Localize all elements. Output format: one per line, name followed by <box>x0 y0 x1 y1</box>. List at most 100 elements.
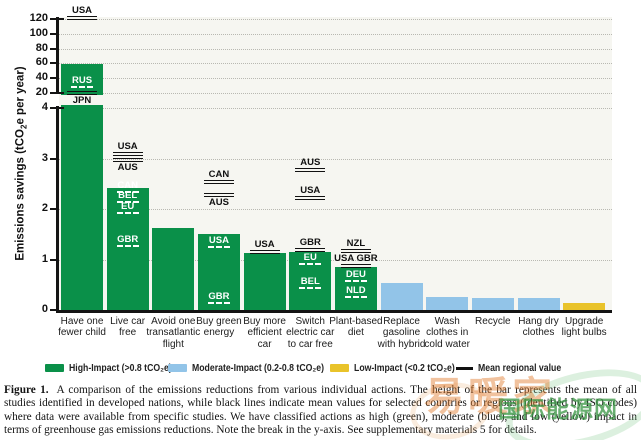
y-tick-label-80: 80 <box>35 41 48 54</box>
marker-label-can: CAN <box>117 179 138 191</box>
mean-line-can <box>203 180 234 185</box>
bar-have-one-fewer-child-upper-segment <box>61 64 103 95</box>
y-tick-label-4: 4 <box>41 101 48 113</box>
mean-line-nld <box>344 295 367 298</box>
gridline-40 <box>59 78 612 80</box>
legend-mean-line-icon <box>456 366 473 370</box>
marker-label-deu: DEU <box>345 269 366 281</box>
legend-label-low: Low-Impact (<0.2 tCO₂e) <box>354 362 455 374</box>
marker-label-gbr: GBR <box>208 290 230 302</box>
marker-label-bel: BEL <box>118 189 138 201</box>
x-label-live-car-free: Live car free <box>110 316 146 339</box>
gridline-60 <box>59 63 612 65</box>
caption-figure-label: Figure 1. <box>4 384 49 396</box>
bar-avoid-one-transatlantic-flight <box>152 228 195 310</box>
mean-line-eu <box>116 212 139 215</box>
marker-label-aus: AUS <box>300 156 321 168</box>
mean-line-aus <box>295 167 326 172</box>
legend-item-line: Mean regional value <box>456 362 574 374</box>
bar-hang-dry-clothes <box>517 298 560 310</box>
legend-swatch-moderate <box>168 364 187 372</box>
gridline-120 <box>59 19 612 20</box>
marker-label-usa: USA <box>71 5 93 17</box>
y-tick-label-1: 1 <box>41 252 48 265</box>
legend-swatch-low <box>330 364 349 372</box>
marker-label-usa: USA <box>254 238 275 250</box>
marker-label-eu: EU <box>303 251 317 263</box>
marker-label-eu: EU <box>121 201 135 213</box>
gridline-4 <box>59 108 612 109</box>
marker-label-jpn: JPN <box>72 94 92 106</box>
y-tick-80 <box>50 47 58 50</box>
legend-item-moderate: Moderate-Impact (0.2-0.8 tCO₂e) <box>168 362 344 374</box>
x-label-recycle: Recycle <box>475 316 511 327</box>
marker-label-can: CAN <box>208 169 230 181</box>
marker-label-bel: BEL <box>300 275 320 287</box>
plot-background <box>59 17 612 311</box>
mean-line-gbr <box>295 247 326 252</box>
marker-label-rus: RUS <box>71 74 93 86</box>
y-tick-label-40: 40 <box>35 71 48 84</box>
y-tick-label-3: 3 <box>41 151 48 164</box>
x-label-buy-green-energy: Buy green energy <box>196 316 242 339</box>
x-label-buy-more-efficient-car: Buy more efficient car <box>243 316 286 350</box>
bar-replace-gasoline-with-hybrid <box>380 282 423 310</box>
bar-plant-based-diet <box>334 266 377 310</box>
bar-buy-more-efficient-car <box>243 252 286 310</box>
mean-line-usa <box>112 152 143 157</box>
mean-line-usa <box>295 195 326 200</box>
y-tick-1 <box>50 258 58 261</box>
x-axis-line <box>56 310 612 313</box>
y-tick-120 <box>50 18 64 20</box>
caption-text: A comparison of the emissions reductions… <box>4 384 638 437</box>
y-tick-0 <box>50 309 58 311</box>
legend-item-high: High-Impact (>0.8 tCO₂e) <box>45 362 187 374</box>
x-label-avoid-one-transatlantic-flight: Avoid one transatlantic flight <box>146 316 201 350</box>
legend-label-high: High-Impact (>0.8 tCO₂e) <box>69 362 172 374</box>
y-tick-100 <box>50 32 58 35</box>
y-tick-label-100: 100 <box>29 26 48 39</box>
mean-line-usa <box>249 249 280 254</box>
mean-line-can <box>116 190 139 193</box>
marker-label-nzl: NZL <box>346 237 366 249</box>
legend-label-moderate: Moderate-Impact (0.2-0.8 tCO₂e) <box>192 362 324 374</box>
mean-line-nzl <box>340 248 371 253</box>
figure-caption: Figure 1. A comparison of the emissions … <box>4 384 637 438</box>
mean-line-aus <box>112 157 143 162</box>
marker-label-usa: USA <box>208 235 229 247</box>
gridline-20 <box>59 93 612 94</box>
marker-label-usa: USA <box>117 141 138 153</box>
bar-recycle <box>471 298 514 310</box>
y-tick-label-120: 120 <box>29 12 48 24</box>
bar-have-one-fewer-child-lower-segment <box>61 105 103 310</box>
marker-label-gbr: GBR <box>299 236 321 248</box>
mean-line-deu <box>344 280 367 283</box>
marker-label-usa-gbr: USA GBR <box>334 253 378 265</box>
legend-swatch-high <box>45 364 64 372</box>
gridline-2 <box>59 209 612 210</box>
marker-label-aus: AUS <box>117 161 138 173</box>
y-tick-60 <box>50 62 58 65</box>
y-tick-label-60: 60 <box>35 56 48 69</box>
marker-label-aus: AUS <box>208 197 229 209</box>
mean-line-usa <box>207 246 230 249</box>
y-tick-40 <box>50 77 58 80</box>
y-tick-label-2: 2 <box>41 202 48 214</box>
y-tick-label-0: 0 <box>41 303 48 315</box>
x-label-hang-dry-clothes: Hang dry clothes <box>518 316 559 339</box>
mean-line-usa <box>67 16 97 21</box>
marker-label-gbr: GBR <box>117 233 139 245</box>
gridline-100 <box>59 33 612 35</box>
x-label-replace-gasoline-with-hybrid: Replace gasoline with hybrid <box>377 316 426 350</box>
gridline-1 <box>59 259 612 261</box>
bar-wash-clothes-in-cold-water <box>426 296 469 310</box>
legend-item-low: Low-Impact (<0.2 tCO₂e) <box>330 362 470 374</box>
y-tick-4 <box>50 107 64 109</box>
y-tick-2 <box>50 208 58 210</box>
bar-switch-electric-car-to-car-free <box>289 251 332 310</box>
x-label-have-one-fewer-child: Have one fewer child <box>58 316 106 339</box>
x-label-switch-electric-car-to-car-free: Switch electric car to car free <box>286 316 335 350</box>
marker-label-usa: USA <box>300 184 321 196</box>
